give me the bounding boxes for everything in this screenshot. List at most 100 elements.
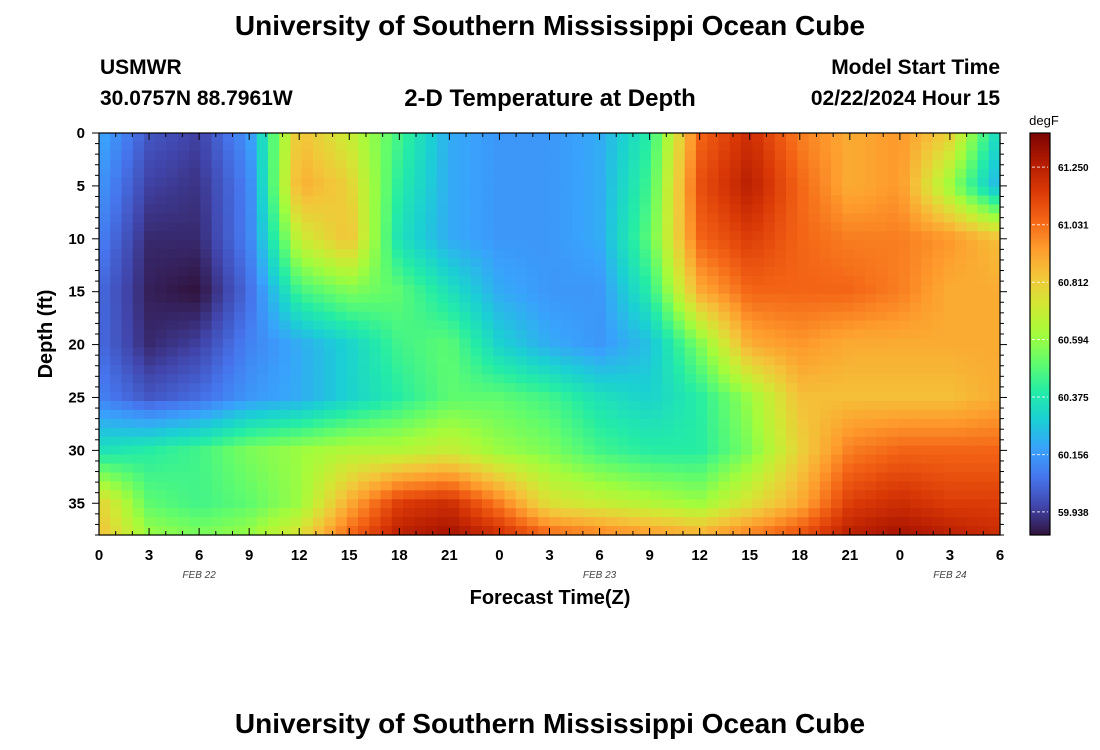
heatmap-cell bbox=[144, 213, 156, 223]
heatmap-cell bbox=[279, 499, 292, 509]
heatmap-cell bbox=[526, 329, 539, 340]
heatmap-cell bbox=[819, 329, 832, 340]
heatmap-cell bbox=[132, 168, 145, 179]
heatmap-cell bbox=[549, 338, 562, 348]
heatmap-cell bbox=[391, 240, 404, 250]
heatmap-cell bbox=[335, 141, 348, 152]
heatmap-cell bbox=[988, 490, 1001, 500]
heatmap-cell bbox=[763, 213, 776, 223]
heatmap-cell bbox=[166, 159, 179, 170]
heatmap-cell bbox=[155, 168, 168, 179]
heatmap-cell bbox=[391, 284, 404, 295]
heatmap-cell bbox=[583, 302, 596, 313]
heatmap-cell bbox=[583, 293, 596, 304]
heatmap-cell bbox=[470, 499, 483, 509]
heatmap-cell bbox=[549, 463, 562, 474]
heatmap-cell bbox=[988, 195, 1001, 206]
heatmap-cell bbox=[639, 311, 652, 322]
heatmap-cell bbox=[132, 409, 145, 420]
heatmap-cell bbox=[853, 490, 866, 500]
heatmap-cell bbox=[695, 445, 708, 456]
heatmap-cell bbox=[695, 338, 708, 348]
heatmap-cell bbox=[932, 213, 945, 223]
heatmap-cell bbox=[786, 481, 798, 491]
colorbar-tick-label: 60.594 bbox=[1058, 336, 1089, 347]
heatmap-cell bbox=[166, 302, 179, 313]
heatmap-cell bbox=[943, 409, 956, 420]
heatmap-cell bbox=[763, 231, 776, 241]
heatmap-cell bbox=[853, 159, 866, 170]
heatmap-cell bbox=[954, 374, 967, 384]
heatmap-cell bbox=[391, 159, 404, 170]
heatmap-cell bbox=[538, 365, 551, 375]
heatmap-cell bbox=[876, 240, 888, 250]
heatmap-cell bbox=[898, 186, 911, 197]
heatmap-cell bbox=[324, 213, 337, 223]
heatmap-cell bbox=[369, 186, 382, 197]
heatmap-cell bbox=[774, 454, 787, 465]
heatmap-cell bbox=[662, 159, 674, 170]
heatmap-cell bbox=[707, 517, 720, 527]
heatmap-cell bbox=[245, 275, 258, 286]
heatmap-cell bbox=[211, 159, 224, 170]
heatmap-cell bbox=[740, 338, 753, 348]
heatmap-cell bbox=[639, 222, 652, 232]
heatmap-cell bbox=[358, 311, 370, 322]
heatmap-cell bbox=[729, 284, 742, 295]
heatmap-cell bbox=[312, 338, 325, 348]
heatmap-cell bbox=[234, 204, 247, 214]
heatmap-cell bbox=[391, 490, 404, 500]
heatmap-cell bbox=[290, 517, 303, 527]
heatmap-cell bbox=[335, 517, 348, 527]
heatmap-cell bbox=[526, 213, 539, 223]
heatmap-cell bbox=[515, 293, 528, 304]
heatmap-cell bbox=[312, 329, 325, 340]
heatmap-cell bbox=[932, 418, 945, 429]
heatmap-cell bbox=[290, 231, 303, 241]
heatmap-cell bbox=[189, 177, 201, 188]
heatmap-cell bbox=[639, 168, 652, 179]
heatmap-cell bbox=[583, 472, 596, 482]
heatmap-cell bbox=[819, 463, 832, 474]
heatmap-cell bbox=[538, 418, 551, 429]
heatmap-cell bbox=[819, 195, 832, 206]
heatmap-cell bbox=[966, 231, 979, 241]
heatmap-cell bbox=[639, 141, 652, 152]
heatmap-cell bbox=[954, 392, 967, 402]
heatmap-cell bbox=[988, 186, 1001, 197]
heatmap-cell bbox=[628, 329, 641, 340]
heatmap-cell bbox=[403, 159, 415, 170]
heatmap-cell bbox=[177, 302, 190, 313]
heatmap-cell bbox=[943, 150, 956, 161]
heatmap-cell bbox=[695, 204, 708, 214]
heatmap-cell bbox=[662, 284, 674, 295]
heatmap-cell bbox=[819, 472, 832, 482]
heatmap-cell bbox=[279, 490, 292, 500]
heatmap-cell bbox=[290, 293, 303, 304]
heatmap-cell bbox=[572, 141, 584, 152]
heatmap-cell bbox=[662, 427, 674, 438]
heatmap-cell bbox=[909, 401, 922, 411]
heatmap-cell bbox=[155, 240, 168, 250]
heatmap-cell bbox=[560, 249, 573, 259]
heatmap-cell bbox=[256, 267, 269, 277]
heatmap-cell bbox=[245, 133, 258, 143]
heatmap-cell bbox=[448, 454, 460, 465]
heatmap-cell bbox=[346, 195, 359, 206]
heatmap-cell bbox=[707, 481, 720, 491]
heatmap-cell bbox=[121, 401, 134, 411]
heatmap-cell bbox=[425, 329, 438, 340]
heatmap-cell bbox=[200, 186, 213, 197]
heatmap-cell bbox=[662, 133, 674, 143]
heatmap-cell bbox=[774, 231, 787, 241]
heatmap-cell bbox=[864, 383, 877, 393]
heatmap-cell bbox=[605, 159, 618, 170]
heatmap-cell bbox=[583, 481, 596, 491]
heatmap-cell bbox=[211, 383, 224, 393]
heatmap-cell bbox=[909, 249, 922, 259]
heatmap-cell bbox=[290, 159, 303, 170]
heatmap-cell bbox=[369, 481, 382, 491]
heatmap-cell bbox=[256, 383, 269, 393]
heatmap-cell bbox=[290, 499, 303, 509]
heatmap-cell bbox=[774, 275, 787, 286]
